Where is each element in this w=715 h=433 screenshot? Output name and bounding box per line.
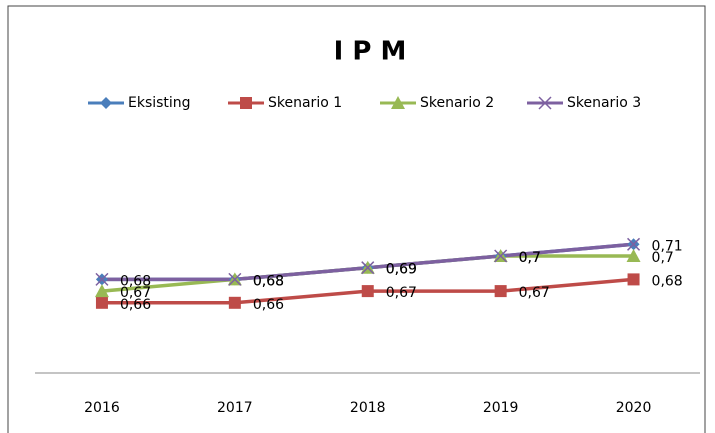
data-label: 0,67 <box>519 285 550 301</box>
data-label: 0,68 <box>120 273 151 289</box>
x-tick-label: 2016 <box>84 400 120 416</box>
data-label: 0,7 <box>519 250 541 266</box>
marker <box>94 284 109 298</box>
data-label: 0,7 <box>652 250 674 266</box>
marker <box>494 249 508 263</box>
data-label: 0,66 <box>253 297 284 313</box>
legend-label: Skenario 1 <box>268 95 342 111</box>
marker <box>361 261 375 275</box>
marker <box>95 296 108 309</box>
data-label: 0,7 <box>519 250 541 266</box>
x-tick-label: 2020 <box>616 400 652 416</box>
x-tick-label: 2017 <box>217 400 253 416</box>
marker <box>228 272 242 286</box>
data-label: 0,68 <box>652 273 683 289</box>
x-tick-label: 2019 <box>483 400 519 416</box>
marker <box>95 272 109 286</box>
legend-marker <box>538 96 552 110</box>
marker <box>627 273 640 286</box>
marker <box>494 285 507 298</box>
legend-marker <box>100 97 112 109</box>
data-label: 0,68 <box>253 273 284 289</box>
marker <box>228 296 241 309</box>
legend-marker <box>391 96 405 109</box>
data-label: 0,66 <box>120 297 151 313</box>
legend-label: Eksisting <box>128 95 191 111</box>
marker <box>626 249 641 262</box>
chart-frame <box>7 5 706 433</box>
legend-label: Skenario 3 <box>567 95 641 111</box>
data-label: 0,71 <box>652 238 683 254</box>
data-label: 0,69 <box>386 262 417 278</box>
legend-marker <box>240 97 252 109</box>
legend-label: Skenario 2 <box>420 95 494 111</box>
data-label: 0,68 <box>253 273 284 289</box>
data-label: 0,67 <box>386 285 417 301</box>
data-label: 0,69 <box>386 262 417 278</box>
data-label: 0,67 <box>120 285 151 301</box>
marker <box>627 237 641 251</box>
marker <box>361 285 374 298</box>
chart-title: I P M <box>334 37 407 67</box>
x-tick-label: 2018 <box>350 400 386 416</box>
